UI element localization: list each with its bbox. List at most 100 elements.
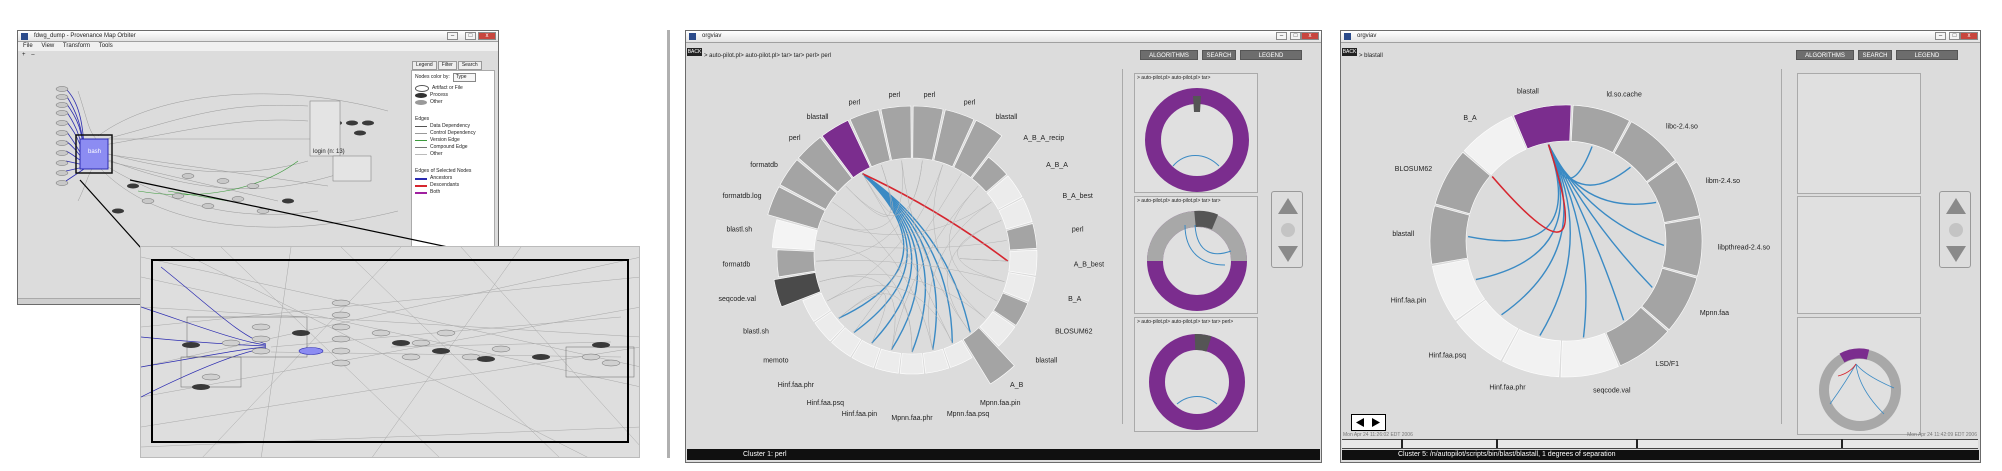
ring-segment[interactable] xyxy=(986,175,1023,210)
tab-legend[interactable]: Legend xyxy=(412,61,437,70)
ring-segment[interactable] xyxy=(814,311,845,342)
provenance-graph-canvas[interactable] xyxy=(18,61,410,271)
ring-segment[interactable] xyxy=(779,159,838,210)
ring-segment[interactable] xyxy=(933,109,975,168)
tab-search[interactable]: Search xyxy=(457,61,482,70)
ring-segment[interactable] xyxy=(923,348,950,374)
maximize-button[interactable]: □ xyxy=(465,32,476,40)
ancestor-edge[interactable] xyxy=(853,173,908,333)
ring-segments[interactable] xyxy=(767,105,1038,385)
zoom-out-icon[interactable]: – xyxy=(31,52,35,58)
legend-button[interactable]: LEGEND xyxy=(1240,50,1302,60)
menu-file[interactable]: File xyxy=(23,43,33,49)
ancestor-edge[interactable] xyxy=(1501,144,1565,316)
ancestor-edge[interactable] xyxy=(1547,144,1587,338)
timeline-marker[interactable] xyxy=(1401,439,1403,448)
minimize-button[interactable]: – xyxy=(1935,32,1946,40)
ring-segment[interactable] xyxy=(899,353,925,375)
zoom-in-icon[interactable]: + xyxy=(22,52,26,58)
ring-segment[interactable] xyxy=(1456,300,1519,361)
ring-segment[interactable] xyxy=(1570,104,1630,153)
ring-segment[interactable] xyxy=(912,105,944,161)
nodes-color-by-select[interactable]: Type xyxy=(452,73,476,82)
selected-node-label[interactable]: bash xyxy=(88,149,102,155)
algorithms-button[interactable]: ALGORITHMS xyxy=(1796,50,1854,60)
legend-button[interactable]: LEGEND xyxy=(1896,50,1958,60)
ancestor-edge[interactable] xyxy=(838,173,905,319)
ring-segment[interactable] xyxy=(943,339,973,368)
ring-segment[interactable] xyxy=(771,219,818,251)
ancestor-edge[interactable] xyxy=(1539,144,1571,336)
ring-segment[interactable] xyxy=(1434,151,1491,214)
cluster-ring-view[interactable]: blastall ld.so.cache libc-2.4.so libm-2.4.s… xyxy=(1361,71,1779,411)
search-button[interactable]: SEARCH xyxy=(1858,50,1892,60)
ring-segments[interactable] xyxy=(1429,104,1703,378)
ring-segment[interactable] xyxy=(953,119,1003,178)
ring-segment[interactable] xyxy=(831,327,862,358)
algorithms-button[interactable]: ALGORITHMS xyxy=(1140,50,1198,60)
ring-segment[interactable] xyxy=(998,197,1033,230)
maximize-button[interactable]: □ xyxy=(1290,32,1301,40)
ring-segment[interactable] xyxy=(880,105,912,161)
scroll-up-icon[interactable] xyxy=(1946,198,1966,214)
scroll-down-icon[interactable] xyxy=(1278,246,1298,262)
timeline-next-icon[interactable] xyxy=(1368,415,1384,430)
thumbnail-slot-3[interactable] xyxy=(1797,317,1921,435)
search-button[interactable]: SEARCH xyxy=(1202,50,1236,60)
ring-segment[interactable] xyxy=(993,292,1029,326)
thumbnail-slot-2[interactable] xyxy=(1797,196,1921,314)
descendant-edge[interactable] xyxy=(862,173,1009,262)
thumbnail-slot-1[interactable] xyxy=(1797,73,1921,194)
ring-segment[interactable] xyxy=(798,136,853,193)
thumbnail-3[interactable]: > auto-pilot.pl> auto-pilot.pl> tar> tar… xyxy=(1134,317,1258,432)
ring-segment[interactable] xyxy=(1641,268,1698,331)
ring-segment[interactable] xyxy=(1429,205,1470,265)
menu-view[interactable]: View xyxy=(41,43,55,49)
ring-segment[interactable] xyxy=(1463,115,1527,176)
thumbnail-2[interactable]: > auto-pilot.pl> auto-pilot.pl> tar> tar… xyxy=(1134,196,1258,314)
ring-segment[interactable] xyxy=(874,348,901,374)
scroll-center-icon[interactable] xyxy=(1949,223,1963,237)
ring-segment[interactable] xyxy=(962,327,1015,385)
ring-segment[interactable] xyxy=(1613,121,1676,182)
thumbnail-1[interactable]: > auto-pilot.pl> auto-pilot.pl> tar> xyxy=(1134,73,1258,193)
tab-filter[interactable]: Filter xyxy=(437,61,457,70)
timeline-marker[interactable] xyxy=(1496,439,1498,448)
ring-segment[interactable] xyxy=(1502,329,1562,378)
group-node-label[interactable]: login (n: 13) xyxy=(313,149,345,155)
timeline-prev-icon[interactable] xyxy=(1352,415,1368,430)
scroll-up-icon[interactable] xyxy=(1278,198,1298,214)
close-button[interactable]: x xyxy=(478,32,496,40)
menu-tools[interactable]: Tools xyxy=(98,43,113,49)
back-button[interactable]: BACK xyxy=(1342,48,1357,56)
descendant-edge[interactable] xyxy=(1491,144,1567,233)
menu-transform[interactable]: Transform xyxy=(62,43,91,49)
timeline-marker[interactable] xyxy=(1841,439,1843,448)
ring-segment[interactable] xyxy=(849,109,891,168)
ring-segment[interactable] xyxy=(979,311,1016,347)
minimize-button[interactable]: – xyxy=(447,32,458,40)
ring-segment[interactable] xyxy=(773,272,822,308)
close-button[interactable]: x xyxy=(1301,32,1319,40)
ring-segment[interactable] xyxy=(1002,272,1036,302)
ring-segment[interactable] xyxy=(971,156,1008,193)
ancestor-edge[interactable] xyxy=(1547,144,1625,321)
ring-segment[interactable] xyxy=(851,339,881,368)
ring-segment[interactable] xyxy=(1006,223,1038,251)
ring-segment[interactable] xyxy=(1513,104,1572,150)
ring-segment[interactable] xyxy=(1560,332,1619,378)
ring-segment[interactable] xyxy=(767,186,826,230)
back-button[interactable]: BACK xyxy=(687,48,702,56)
ring-segment[interactable] xyxy=(776,249,816,278)
maximize-button[interactable]: □ xyxy=(1949,32,1960,40)
scroll-down-icon[interactable] xyxy=(1946,246,1966,262)
minimize-button[interactable]: – xyxy=(1276,32,1287,40)
ring-segment[interactable] xyxy=(1662,217,1703,277)
timeline-track[interactable] xyxy=(1342,439,1978,449)
ring-segment[interactable] xyxy=(821,119,871,178)
close-button[interactable]: x xyxy=(1960,32,1978,40)
scroll-center-icon[interactable] xyxy=(1281,223,1295,237)
timeline-marker[interactable] xyxy=(1636,439,1638,448)
ring-segment[interactable] xyxy=(1008,249,1038,276)
ring-segment[interactable] xyxy=(1605,306,1669,367)
